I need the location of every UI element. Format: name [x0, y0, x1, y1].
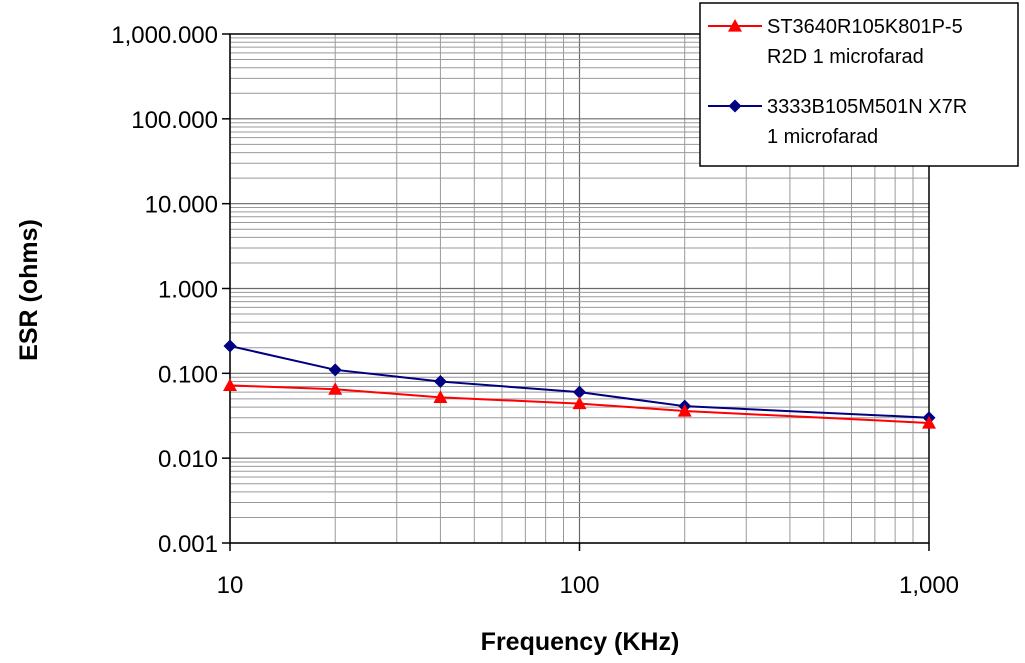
data-point	[433, 390, 448, 404]
data-point	[328, 382, 343, 395]
x-tick-label: 10	[217, 572, 244, 599]
y-axis-title: ESR (ohms)	[15, 219, 43, 361]
y-tick-label: 10.000	[145, 192, 218, 219]
legend-entry-1: ST3640R105K801P-5 R2D 1 microfarad	[708, 16, 963, 68]
y-tick-label: 0.100	[158, 361, 218, 388]
legend-label: ST3640R105K801P-5	[767, 16, 963, 38]
legend-label: R2D 1 microfarad	[767, 46, 924, 68]
data-point	[573, 385, 586, 399]
legend: ST3640R105K801P-5 R2D 1 microfarad 3333B10…	[699, 2, 1019, 167]
data-point	[223, 378, 237, 392]
data-point	[328, 363, 342, 377]
series-line	[229, 345, 930, 419]
y-tick-label: 1.000	[158, 277, 218, 304]
legend-label: 1 microfarad	[767, 126, 878, 148]
x-tick-label: 1,000	[899, 572, 959, 599]
x-axis-tick-labels: 10 100 1,000	[217, 543, 959, 599]
series-2	[223, 339, 936, 425]
data-point	[433, 375, 447, 389]
y-tick-label: 0.001	[158, 531, 218, 558]
y-axis-tick-labels: 0.001 0.010 0.100 1.000 10.000 100.000 1,000.0…	[111, 22, 230, 558]
x-tick-label: 100	[559, 572, 599, 599]
y-tick-label: 0.010	[158, 446, 218, 473]
legend-label: 3333B105M501N X7R	[767, 96, 967, 118]
series-layer	[223, 339, 936, 429]
legend-marker	[728, 19, 742, 32]
series-1	[223, 378, 936, 429]
x-axis-title: Frequency (KHz)	[481, 628, 680, 656]
legend-box	[699, 2, 1019, 167]
data-point	[572, 396, 587, 410]
legend-marker	[728, 99, 742, 113]
legend-entry-2: 3333B105M501N X7R 1 microfarad	[708, 96, 967, 148]
data-point	[677, 403, 692, 417]
data-point	[223, 339, 237, 353]
y-tick-label: 1,000.000	[111, 22, 218, 49]
y-tick-label: 100.000	[131, 107, 218, 134]
data-point	[922, 415, 936, 429]
series-line	[229, 384, 930, 424]
